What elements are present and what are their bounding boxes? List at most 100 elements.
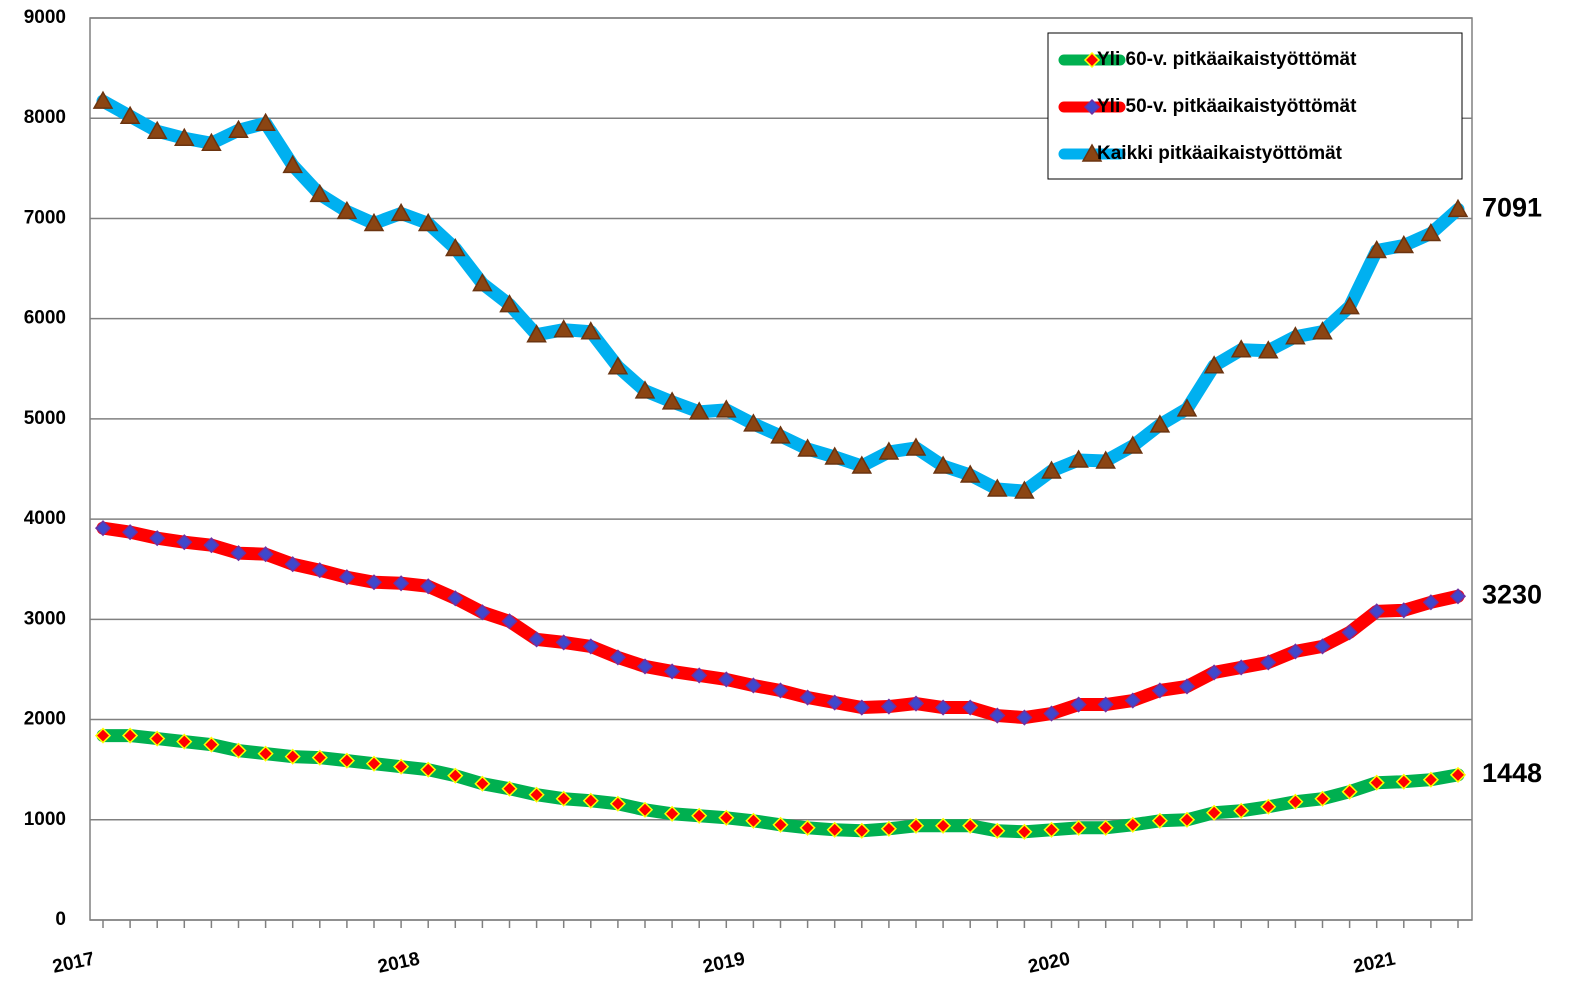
x-tick-label: 2019: [701, 948, 747, 977]
point-marker: [309, 183, 331, 203]
point-marker: [501, 780, 518, 797]
point-marker: [824, 446, 845, 465]
point-marker: [853, 822, 870, 839]
point-marker: [1314, 638, 1331, 655]
point-marker: [474, 604, 491, 621]
point-marker: [417, 212, 439, 232]
point-marker: [365, 574, 383, 591]
point-marker: [1422, 594, 1439, 611]
point-marker: [826, 821, 843, 838]
y-tick-label: 7000: [24, 207, 66, 228]
point-marker: [607, 356, 629, 375]
point-marker: [176, 733, 193, 750]
point-marker: [257, 546, 274, 563]
x-tick-label: 2021: [1352, 948, 1398, 977]
point-marker: [582, 792, 599, 809]
point-marker: [284, 556, 301, 573]
point-marker: [907, 817, 925, 834]
point-marker: [1285, 326, 1306, 345]
point-marker: [92, 90, 114, 109]
point-marker: [1287, 643, 1304, 660]
point-marker: [907, 695, 925, 712]
point-marker: [338, 569, 355, 586]
point-marker: [1230, 339, 1252, 358]
legend-marker: [1083, 98, 1101, 116]
y-tick-label: 1000: [24, 809, 66, 830]
point-marker: [582, 638, 599, 655]
legend-label: Yli 60-v. pitkäaikaistyöttömät: [1097, 49, 1357, 70]
legend-label: Yli 50-v. pitkäaikaistyöttömät: [1097, 96, 1357, 117]
point-marker: [935, 817, 952, 834]
point-marker: [797, 438, 818, 457]
y-tick-label: 4000: [24, 508, 66, 529]
point-marker: [1176, 398, 1198, 417]
point-marker: [634, 380, 656, 399]
point-marker: [338, 752, 355, 769]
end-value-label: 3230: [1482, 579, 1542, 609]
point-marker: [230, 545, 247, 562]
point-marker: [770, 425, 791, 444]
point-marker: [230, 742, 247, 759]
point-marker: [636, 658, 654, 675]
point-marker: [1393, 234, 1415, 254]
point-marker: [1366, 239, 1387, 259]
point-marker: [474, 775, 491, 792]
point-marker: [1341, 624, 1358, 641]
point-marker: [743, 413, 764, 432]
point-marker: [636, 801, 654, 818]
point-marker: [363, 212, 385, 232]
point-marker: [1314, 790, 1331, 807]
point-marker: [962, 817, 979, 834]
point-marker: [555, 790, 572, 807]
y-tick-label: 3000: [24, 608, 66, 629]
point-marker: [1097, 819, 1114, 836]
point-marker: [499, 294, 520, 313]
legend-marker: [1081, 143, 1103, 162]
point-marker: [1312, 321, 1333, 340]
point-marker: [1341, 783, 1358, 800]
end-value-label: 7091: [1482, 192, 1542, 222]
point-marker: [282, 154, 303, 174]
point-marker: [959, 464, 981, 483]
point-marker: [1233, 659, 1250, 676]
point-marker: [1124, 692, 1141, 709]
point-marker: [420, 578, 437, 595]
point-marker: [445, 237, 466, 257]
point-marker: [149, 730, 166, 747]
point-marker: [580, 321, 602, 340]
point-marker: [311, 562, 328, 579]
y-tick-label: 0: [55, 909, 66, 930]
point-marker: [94, 520, 112, 537]
point-marker: [122, 727, 139, 744]
point-marker: [1041, 460, 1062, 479]
point-marker: [1395, 602, 1412, 619]
point-marker: [1449, 766, 1467, 783]
point-marker: [1447, 198, 1469, 218]
point-marker: [1095, 450, 1116, 469]
point-marker: [1206, 804, 1223, 821]
point-marker: [393, 758, 410, 775]
point-marker: [1151, 812, 1168, 829]
point-marker: [1260, 798, 1277, 815]
point-marker: [851, 455, 873, 474]
legend-marker: [1083, 51, 1101, 69]
point-marker: [932, 455, 954, 474]
point-marker: [1420, 222, 1442, 242]
y-tick-label: 8000: [24, 107, 66, 128]
point-marker: [553, 319, 574, 338]
point-marker: [555, 634, 572, 651]
point-marker: [745, 812, 762, 829]
point-marker: [1151, 682, 1168, 699]
point-marker: [1016, 823, 1033, 840]
point-marker: [745, 677, 762, 694]
point-marker: [284, 748, 301, 765]
point-marker: [390, 202, 412, 222]
point-marker: [772, 682, 789, 699]
point-marker: [1070, 696, 1087, 713]
point-marker: [1043, 705, 1060, 722]
point-marker: [1149, 414, 1171, 433]
point-marker: [528, 631, 545, 648]
point-marker: [1368, 774, 1385, 791]
point-marker: [609, 649, 626, 666]
